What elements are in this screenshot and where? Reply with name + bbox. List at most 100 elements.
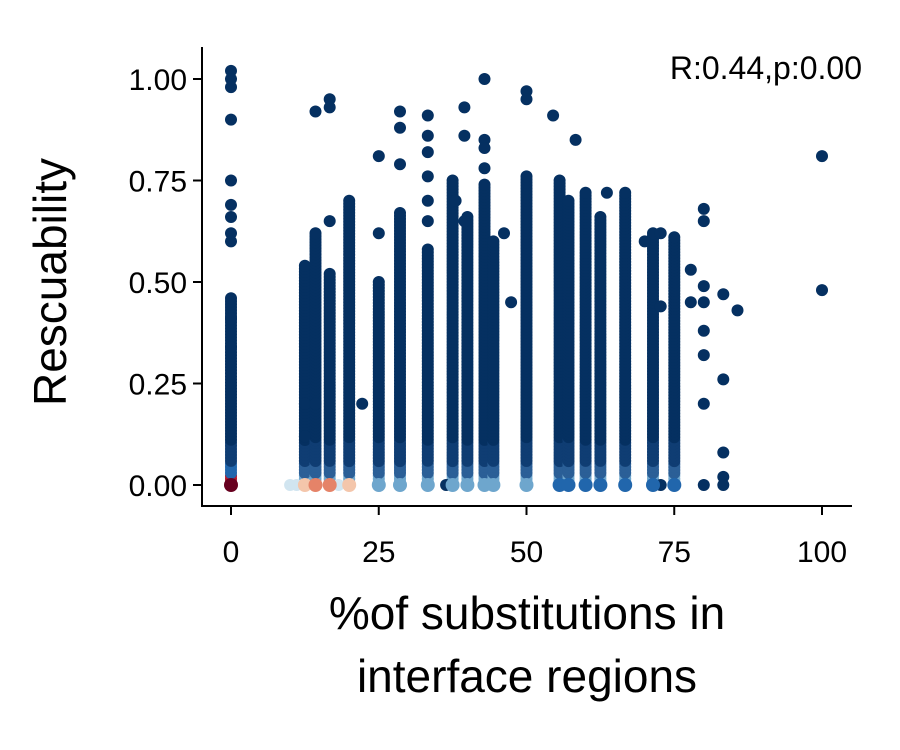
data-point xyxy=(225,312,237,325)
data-point-core xyxy=(593,478,608,492)
data-point xyxy=(309,105,322,118)
ticks: 0 25 50 75 100 0.00 0.25 0.50 0.75 1.00 xyxy=(129,64,847,569)
data-point xyxy=(421,243,434,256)
data-point xyxy=(638,235,651,248)
data-point xyxy=(816,150,828,163)
data-point-core xyxy=(322,478,337,492)
data-point xyxy=(449,194,462,207)
data-point xyxy=(225,341,237,353)
data-point-core xyxy=(460,478,475,492)
data-point xyxy=(309,397,322,410)
data-point xyxy=(478,162,491,175)
data-point-core xyxy=(486,478,501,492)
data-point xyxy=(225,198,237,211)
data-point xyxy=(569,133,582,146)
data-point xyxy=(356,397,369,410)
data-point-core xyxy=(342,478,357,492)
data-point xyxy=(684,263,697,276)
x-tick-label: 0 xyxy=(223,536,240,569)
y-tick-label: 0.75 xyxy=(129,166,187,199)
data-point-core xyxy=(393,478,407,492)
data-point xyxy=(343,194,356,207)
data-point xyxy=(225,211,237,223)
data-point xyxy=(225,113,237,126)
data-point xyxy=(298,259,311,272)
data-point xyxy=(309,227,322,240)
data-point xyxy=(394,158,406,171)
data-point xyxy=(478,142,491,154)
data-point xyxy=(594,211,607,223)
data-point xyxy=(697,202,710,215)
x-tick-label: 50 xyxy=(510,536,543,569)
data-point-core xyxy=(371,478,386,492)
data-point xyxy=(394,121,406,134)
data-point xyxy=(697,397,710,410)
data-point xyxy=(372,150,385,163)
data-point xyxy=(505,296,518,309)
data-point xyxy=(458,129,471,142)
y-axis-title: Rescuability xyxy=(24,158,76,406)
data-point xyxy=(600,186,613,199)
data-point xyxy=(421,146,434,159)
data-point-core xyxy=(618,478,633,492)
y-tick-label: 0.25 xyxy=(129,369,187,402)
data-point xyxy=(478,178,491,191)
data-point xyxy=(446,174,459,187)
data-point xyxy=(421,109,434,122)
data-point xyxy=(697,215,710,228)
data-point xyxy=(298,430,311,443)
data-point xyxy=(323,267,336,280)
data-point xyxy=(421,129,434,142)
data-point-core xyxy=(667,478,682,492)
data-point xyxy=(562,194,575,207)
data-point-core xyxy=(578,478,593,492)
data-point xyxy=(372,227,385,240)
data-point xyxy=(684,296,697,309)
x-tick-label: 75 xyxy=(658,536,691,569)
data-point xyxy=(520,170,533,183)
y-tick-label: 1.00 xyxy=(129,64,187,97)
data-point xyxy=(323,215,336,228)
data-point-core xyxy=(445,478,460,492)
data-point xyxy=(498,227,510,240)
data-point xyxy=(654,227,667,240)
data-point xyxy=(697,296,710,309)
data-point xyxy=(619,186,632,199)
x-tick-label: 25 xyxy=(362,536,395,569)
data-point xyxy=(421,170,434,183)
x-axis-title-line-1: %of substitutions in xyxy=(329,587,725,639)
data-point xyxy=(717,479,730,491)
data-point-core xyxy=(519,478,534,492)
data-point-core xyxy=(297,478,312,492)
data-point xyxy=(421,215,434,228)
data-point xyxy=(668,231,681,244)
data-point xyxy=(225,235,237,248)
data-point xyxy=(394,105,406,118)
x-tick-label: 100 xyxy=(797,536,847,569)
data-point xyxy=(394,207,406,219)
data-point xyxy=(458,101,471,114)
data-point xyxy=(717,373,730,386)
data-point xyxy=(225,174,237,187)
data-point xyxy=(579,186,592,199)
data-point xyxy=(654,300,667,313)
correlation-annotation: R:0.44,p:0.00 xyxy=(670,50,862,86)
data-points xyxy=(224,64,828,492)
data-point xyxy=(697,324,710,337)
y-tick-label: 0.00 xyxy=(129,470,187,503)
data-point xyxy=(225,292,237,305)
data-point-core xyxy=(224,478,238,492)
data-point xyxy=(225,81,237,94)
data-point xyxy=(298,397,311,410)
data-point-core xyxy=(646,478,660,492)
data-point xyxy=(697,349,710,362)
data-point xyxy=(323,101,336,114)
data-point xyxy=(553,174,566,187)
data-point xyxy=(717,288,730,301)
data-point xyxy=(547,109,560,122)
data-point xyxy=(520,93,533,106)
data-point xyxy=(697,280,710,293)
y-tick-label: 0.50 xyxy=(129,267,187,300)
x-axis-title-line-2: interface regions xyxy=(357,650,697,702)
data-point xyxy=(478,73,491,85)
